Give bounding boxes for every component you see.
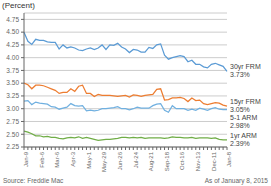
- svg-text:Aug-21: Aug-21: [148, 151, 154, 171]
- html-text:15yr FRM: 15yr FRM: [230, 98, 261, 106]
- svg-text:Apr-3: Apr-3: [70, 151, 76, 166]
- svg-text:May-29: May-29: [101, 151, 107, 172]
- svg-text:2.75: 2.75: [8, 118, 19, 125]
- html-text:Source: Freddie Mac: Source: Freddie Mac: [3, 177, 64, 184]
- svg-text:3.50: 3.50: [8, 79, 19, 86]
- svg-text:Jun-26: Jun-26: [117, 151, 123, 170]
- svg-text:4.75: 4.75: [8, 16, 19, 23]
- svg-text:Mar-6: Mar-6: [54, 151, 60, 167]
- html-text:As of January 8, 2015: As of January 8, 2015: [204, 177, 268, 184]
- svg-text:3.75: 3.75: [8, 67, 19, 74]
- html-text:5-1 ARM: 5-1 ARM: [230, 114, 258, 122]
- svg-text:Jan-9: Jan-9: [23, 151, 29, 167]
- svg-text:4.50: 4.50: [8, 28, 19, 35]
- svg-text:3.25: 3.25: [8, 92, 19, 99]
- svg-text:May-1: May-1: [86, 151, 92, 168]
- html-text:2.98%: 2.98%: [230, 122, 250, 130]
- svg-text:Jan-8: Jan-8: [226, 151, 232, 167]
- html-text:3.73%: 3.73%: [230, 71, 250, 79]
- html-text:(Percent): (Percent): [2, 1, 35, 10]
- svg-text:Jul-24: Jul-24: [133, 151, 139, 168]
- svg-text:Sep-18: Sep-18: [164, 151, 170, 171]
- svg-text:2.25: 2.25: [8, 143, 19, 150]
- html-text:30yr FRM: 30yr FRM: [230, 63, 261, 71]
- svg-text:Oct-16: Oct-16: [179, 151, 185, 170]
- svg-text:Dec-11: Dec-11: [211, 151, 217, 171]
- html-text:2.39%: 2.39%: [230, 139, 250, 147]
- svg-text:2.50: 2.50: [8, 131, 19, 138]
- html-text:1yr ARM: 1yr ARM: [230, 131, 257, 139]
- svg-text:Nov-13: Nov-13: [195, 151, 201, 171]
- svg-text:4.25: 4.25: [8, 41, 19, 48]
- svg-text:Feb-6: Feb-6: [39, 151, 45, 167]
- svg-text:3.00: 3.00: [8, 105, 19, 112]
- svg-text:4.00: 4.00: [8, 54, 19, 61]
- html-text:3.05%: 3.05%: [230, 106, 250, 114]
